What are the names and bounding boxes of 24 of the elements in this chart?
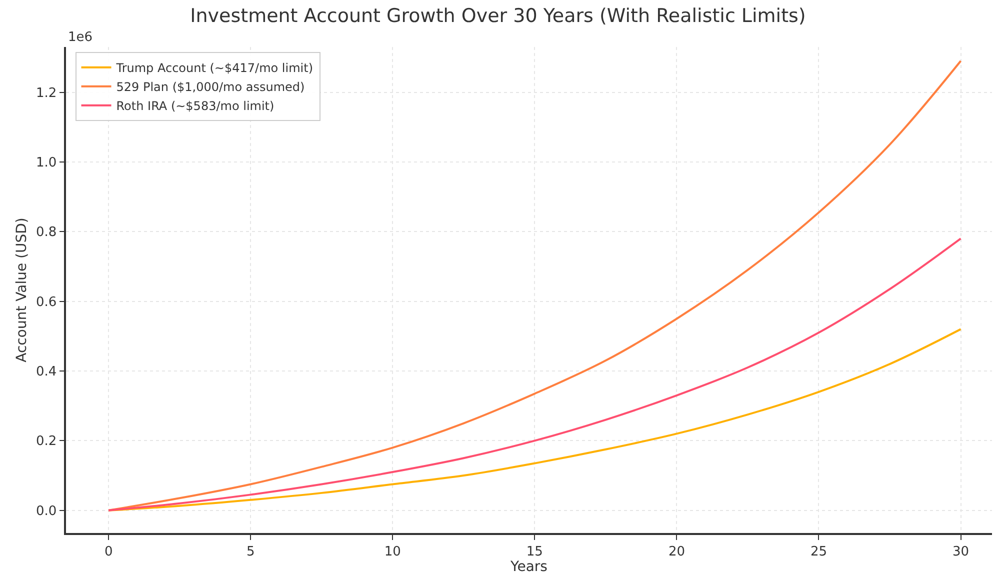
x-tick-label: 0 <box>104 544 113 560</box>
x-tick-label: 20 <box>668 544 685 560</box>
y-tick-label: 0.6 <box>36 294 57 310</box>
line-series <box>108 238 962 512</box>
y-tick-label: 0.2 <box>36 434 57 450</box>
x-tick-label: 30 <box>952 544 970 560</box>
line-series <box>108 60 962 512</box>
legend-label: 529 Plan ($1,000/mo assumed) <box>116 80 305 94</box>
y-tick-label: 0.8 <box>36 225 57 240</box>
legend-label: Roth IRA (~$583/mo limit) <box>116 99 274 114</box>
line-series <box>108 328 962 512</box>
x-axis-title: Years <box>510 559 548 575</box>
x-tick-label: 25 <box>810 544 828 560</box>
y-tick-label: 0.4 <box>36 364 57 380</box>
x-tick-label: 15 <box>526 544 543 560</box>
legend-label: Trump Account (~$417/mo limit) <box>115 61 313 76</box>
y-tick-label: 0.0 <box>36 504 57 519</box>
x-tick-label: 5 <box>246 544 255 560</box>
y-axis-title: Account Value (USD) <box>14 218 30 362</box>
chart-title: Investment Account Growth Over 30 Years (With Realistic Limits) <box>190 4 806 27</box>
y-tick-label: 1.0 <box>36 156 57 171</box>
y-tick-label: 1.2 <box>36 86 57 101</box>
text: 1e6 <box>68 30 93 45</box>
x-tick-label: 10 <box>384 544 401 560</box>
